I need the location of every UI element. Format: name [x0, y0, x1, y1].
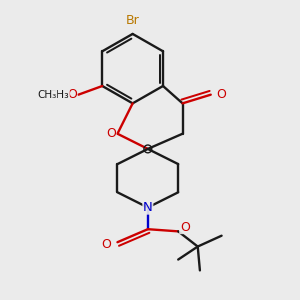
Text: O: O [102, 238, 112, 251]
Text: O: O [67, 88, 77, 101]
Text: CH₃: CH₃ [38, 90, 57, 100]
Text: O: O [180, 220, 190, 233]
Text: O: O [106, 127, 116, 140]
Text: O: O [217, 88, 226, 101]
Text: N: N [143, 201, 153, 214]
Text: Br: Br [126, 14, 140, 27]
Text: CH₃: CH₃ [49, 90, 69, 100]
